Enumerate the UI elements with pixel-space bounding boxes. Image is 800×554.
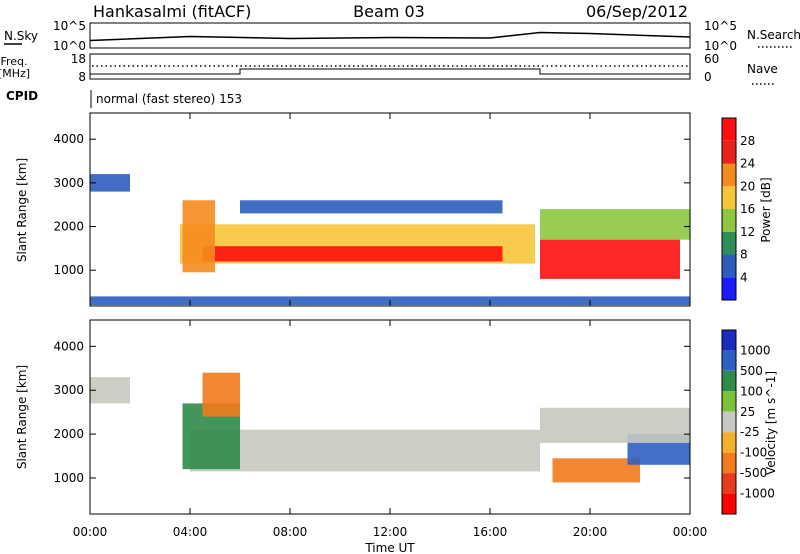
power-region-3 [540,239,680,279]
xtick-label: 00:00 [673,525,708,539]
velocity-colorbar-tick: -500 [740,466,767,480]
xtick-label: 20:00 [573,525,608,539]
power-ylabel: Slant Range [km] [15,158,29,262]
xtick-label: 16:00 [473,525,508,539]
date-title: 06/Sep/2012 [586,2,688,21]
freq-unit-label: [MHz] [0,67,30,80]
cpid-label: CPID [6,89,38,103]
power-colorbar-segment [722,254,736,278]
velocity-colorbar-tick: -25 [740,425,760,439]
power-colorbar-tick: 24 [740,157,755,171]
velocity-ytick-label: 4000 [53,339,84,353]
velocity-colorbar-segment [722,452,736,474]
velocity-region-0 [90,377,130,404]
power-region-1 [202,246,503,262]
velocity-colorbar-tick: -1000 [740,487,775,501]
power-panel: 4000 3000 2000 1000 Slant Range [km] 28 24 20… [15,112,773,307]
beam-title: Beam 03 [353,2,425,21]
station-title: Hankasalmi (fitACF) [93,2,251,21]
velocity-region-6 [202,372,240,417]
velocity-colorbar-segment [722,473,736,494]
power-region-4 [540,209,690,240]
power-colorbar-segment [722,231,736,255]
nsearch-tick-top: 10^5 [704,19,737,33]
velocity-ytick-label: 2000 [53,427,84,441]
xaxis-label: Time UT [364,541,415,554]
velocity-region-5 [540,407,690,443]
velocity-panel: 4000 3000 2000 1000 Slant Range [km] 1000 50… [15,319,778,515]
freq-tick-top: 18 [71,52,86,66]
power-colorbar-tick: 20 [740,179,755,193]
velocity-colorbar-tick: 500 [740,364,763,378]
velocity-ytick-label: 3000 [53,383,84,397]
power-colorbar-segment [722,186,736,210]
power-colorbar-segment [722,277,736,301]
nsearch-tick-bottom: 10^0 [704,39,737,53]
power-colorbar-tick: 8 [740,248,748,262]
velocity-colorbar-segment [722,330,736,351]
power-colorbar-segment [722,140,736,164]
power-colorbar-segment [722,118,736,141]
velocity-ylabel: Slant Range [km] [15,365,29,469]
nsky-tick-top: 10^5 [53,19,86,33]
freq-series [90,68,690,75]
nave-tick-top: 60 [704,52,719,66]
power-region-2 [182,200,215,273]
nsky-label: N.Sky [4,29,38,43]
velocity-colorbar-segment [722,391,736,412]
velocity-colorbar-segment [722,350,736,371]
frequency-panel: Freq. [MHz] 18 8 60 0 Nave [0,52,778,85]
velocity-colorbar-segment [722,411,736,433]
xtick-label: 12:00 [373,525,408,539]
nsearch-label: N.Search [747,28,800,42]
freq-label: Freq. [0,55,27,68]
velocity-colorbar-label: Velocity [m s^-1] [764,371,778,475]
velocity-colorbar-tick: 25 [740,405,755,419]
power-region-5 [90,174,130,192]
velocity-colorbar-tick: -100 [740,446,767,460]
power-ytick-label: 1000 [53,263,84,277]
velocity-colorbar-segment [722,493,736,514]
power-ytick-label: 3000 [53,176,84,190]
power-colorbar-tick: 4 [740,270,748,284]
power-ytick-label: 2000 [53,220,84,234]
noise-panel: N.Sky 10^5 10^0 10^5 10^0 N.Search [4,19,800,53]
power-ytick-label: 4000 [53,132,84,146]
power-colorbar-frame [721,117,737,301]
nsky-series [89,31,691,42]
velocity-ytick-label: 1000 [53,471,84,485]
xtick-label: 04:00 [173,525,208,539]
cpid-text: normal (fast stereo) 153 [96,92,242,106]
velocity-colorbar-frame [721,329,737,515]
velocity-region-1 [190,429,540,472]
nsky-tick-bottom: 10^0 [53,39,86,53]
velocity-colorbar-tick: 1000 [740,343,771,357]
power-region-6 [240,200,503,214]
power-colorbar-tick: 28 [740,134,755,148]
power-colorbar-segment [722,209,736,232]
freq-tick-bottom: 8 [78,70,86,84]
velocity-colorbar-tick: 100 [740,384,763,398]
velocity-colorbar-segment [722,370,736,392]
velocity-region-3 [552,458,640,483]
velocity-colorbar-segment [722,432,736,453]
power-colorbar-tick: 12 [740,225,755,239]
power-colorbar-segment [722,163,736,187]
nave-tick-bottom: 0 [704,70,712,84]
power-colorbar-label: Power [dB] [759,177,773,242]
nave-label: Nave [747,62,778,76]
xtick-label: 08:00 [273,525,308,539]
power-colorbar-tick: 16 [740,202,755,216]
xtick-label: 00:00 [73,525,108,539]
